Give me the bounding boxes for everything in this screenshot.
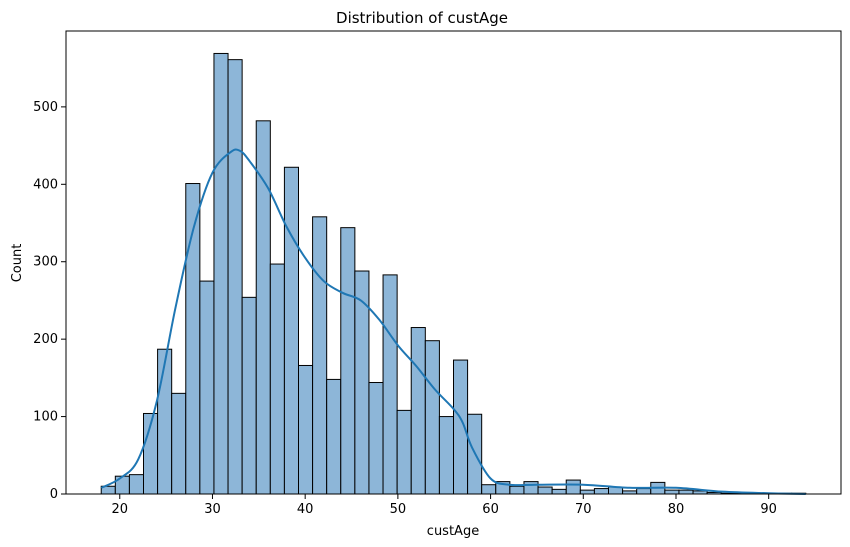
histogram-bar — [255, 120, 271, 495]
histogram-bar — [199, 280, 215, 495]
y-tick-label: 400 — [33, 177, 58, 192]
histogram-bar — [326, 378, 342, 495]
histogram-bar — [368, 382, 384, 495]
y-tick-label: 500 — [33, 100, 58, 115]
histogram-bar — [241, 296, 257, 495]
histogram-bar — [664, 489, 680, 495]
histogram-bar — [382, 274, 398, 495]
histogram-bar — [396, 409, 412, 495]
histogram-bar — [551, 488, 567, 495]
histogram-bar — [678, 489, 694, 495]
histogram-bar — [227, 59, 243, 495]
x-tick-label: 90 — [760, 502, 777, 517]
bars-group — [100, 52, 807, 495]
x-axis-label: custAge — [427, 524, 479, 539]
x-tick-label: 50 — [390, 502, 407, 517]
histogram-bar — [593, 488, 610, 495]
histogram-bar — [523, 481, 539, 495]
histogram-bar — [213, 52, 229, 495]
plot-frame — [65, 30, 842, 495]
histogram-bar — [283, 166, 299, 495]
histogram-bar — [537, 486, 553, 495]
histogram-bar — [340, 227, 356, 495]
x-tick-label: 40 — [297, 502, 314, 517]
histogram-bar — [438, 416, 454, 495]
chart-title: Distribution of custAge — [336, 9, 508, 27]
x-tick-label: 20 — [111, 502, 128, 517]
x-tick-label: 80 — [668, 502, 685, 517]
histogram-bar — [509, 485, 525, 495]
y-tick-label: 0 — [50, 487, 58, 502]
x-tick-label: 70 — [575, 502, 592, 517]
histogram-bar — [579, 489, 595, 495]
kde-line — [100, 148, 806, 495]
histogram-bar — [171, 392, 187, 495]
histogram-bar — [298, 364, 314, 495]
y-axis-ticks: 0 100 200 300 400 500 — [33, 100, 66, 502]
histogram-bar — [269, 263, 285, 495]
histogram-bar — [481, 484, 497, 495]
y-tick-label: 100 — [33, 410, 58, 425]
histogram-bar — [565, 479, 581, 495]
histogram-bar — [128, 474, 144, 495]
y-tick-label: 200 — [33, 332, 58, 347]
histogram-bar — [636, 488, 652, 495]
histogram-bar — [424, 340, 440, 495]
histogram-bar — [114, 475, 130, 495]
x-axis-ticks: 20 30 40 50 60 70 80 90 — [111, 494, 777, 517]
x-tick-label: 60 — [482, 502, 499, 517]
histogram-bar — [312, 216, 328, 495]
x-tick-label: 30 — [204, 502, 221, 517]
y-tick-label: 300 — [33, 255, 58, 270]
histogram-bar — [410, 327, 426, 495]
histogram-bar — [157, 348, 173, 495]
y-axis-label: Count — [10, 244, 25, 283]
